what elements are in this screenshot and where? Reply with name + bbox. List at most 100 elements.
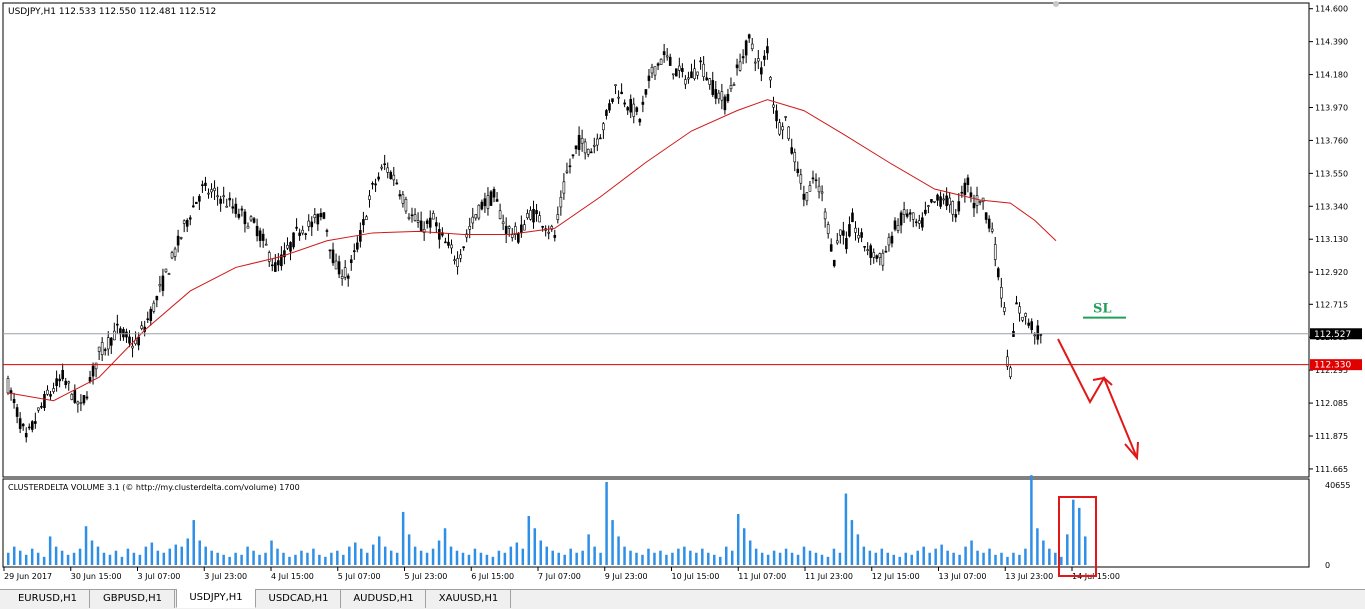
volume-bar [563,554,566,565]
volume-bar [449,546,453,565]
candle-body [896,225,900,231]
candle-body [656,63,660,66]
volume-bar [1084,536,1087,565]
time-tick-label: 11 Jul 07:00 [738,572,786,581]
candle-body [1000,287,1003,299]
volume-bar [84,526,88,565]
price-tick-label: 113.550 [1315,169,1348,178]
candle-body [383,163,386,166]
candle-body [674,68,678,77]
candle-body [924,209,927,214]
volume-bar [300,550,303,565]
volume-bar [976,550,979,565]
candle-body [632,103,636,117]
candle-body [76,401,80,405]
volume-bar [665,554,668,565]
volume-bar [880,548,884,565]
chart-canvas[interactable]: USDJPY,H1 112.533 112.550 112.481 112.51… [0,0,1365,589]
tab-gbpusd-h1[interactable]: GBPUSD,H1 [91,590,175,608]
volume-bar [497,550,501,565]
volume-bar [210,550,213,565]
price-tick-label: 113.760 [1315,136,1348,145]
candle-body [623,102,626,105]
candle-body [629,99,633,113]
time-tick-label: 13 Jul 07:00 [939,572,987,581]
tab-audusd-h1[interactable]: AUDUSD,H1 [342,590,426,608]
volume-bar [294,554,297,565]
candle-body [972,202,976,209]
volume-bar [707,552,710,565]
volume-bar [569,548,572,565]
volume-bar [192,520,195,565]
candle-body [435,222,438,227]
volume-bar [174,544,178,565]
candle-body [401,194,405,204]
candle-body [137,336,140,346]
candle-body [702,63,705,78]
volume-bar [72,552,76,565]
tab-xauusd-h1[interactable]: XAUUSD,H1 [427,590,511,608]
candle-body [951,201,955,215]
tab-usdjpy-h1[interactable]: USDJPY,H1 [176,589,256,608]
volume-bar [198,540,201,565]
volume-bar [982,552,985,565]
candle-body [832,259,836,267]
candle-body [963,182,967,195]
candle-body [975,195,979,206]
price-tick-label: 112.920 [1315,268,1348,277]
candle-body [444,241,447,244]
time-axis: 29 Jun 2017 30 Jun 15:00 3 Jul 07:00 3 Jul … [3,567,1120,581]
candle-body [237,213,241,218]
volume-bar [784,548,788,565]
volume-bar [545,546,548,565]
candle-body [817,185,821,193]
candle-body [717,92,721,100]
candle-body [486,195,490,209]
candle-body [571,154,575,157]
volume-bar [629,550,632,565]
candle-body [319,213,323,218]
candle-body [113,330,116,341]
candle-body [626,107,629,111]
volume-bar [413,546,417,565]
candle-body [996,268,1000,278]
time-tick-label: 13 Jul 23:00 [1005,572,1053,581]
candle-body [352,250,356,252]
tab-usdcad-h1[interactable]: USDCAD,H1 [257,590,341,608]
volume-bar [635,552,638,565]
candle-body [1036,325,1040,340]
volume-bar [348,546,351,565]
volume-bar [647,548,650,565]
candle-body [638,119,642,123]
candle-body [471,216,475,224]
candle-body [386,167,390,173]
candle-body [459,254,462,259]
candle-body [222,195,225,198]
volume-bar [114,550,118,565]
volume-bar [641,554,644,565]
candle-body [966,177,970,185]
candle-body [738,61,742,71]
candle-body [772,104,775,108]
candle-body [331,249,335,264]
volume-bar [12,546,16,565]
time-tick-label: 3 Jul 23:00 [204,572,247,581]
volume-bar [994,554,997,565]
candle-body [480,201,484,210]
candle-body [550,226,554,230]
time-tick-label: 12 Jul 15:00 [872,572,920,581]
candle-body [304,233,307,235]
volume-bar [886,552,890,565]
volume-bar [377,536,381,565]
candle-body [307,220,311,227]
candle-body [398,194,402,197]
candle-body [216,195,219,198]
candle-body [574,145,578,150]
candle-body [1003,307,1006,312]
tab-eurusd-h1[interactable]: EURUSD,H1 [6,590,90,608]
volume-bar [246,546,249,565]
volume-bar [892,554,896,565]
volume-bar [144,546,148,565]
candle-body [70,394,74,400]
candle-body [641,101,645,105]
